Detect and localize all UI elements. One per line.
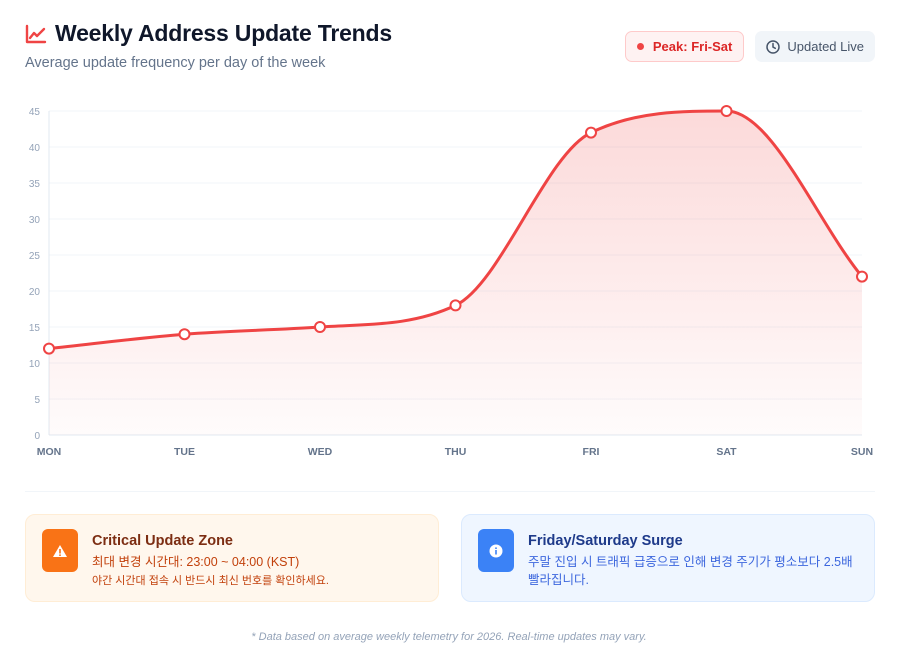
y-tick-label: 15: [29, 323, 41, 334]
card-text: 최대 변경 시간대: 23:00 ~ 04:00 (KST): [92, 555, 300, 569]
data-point[interactable]: [856, 270, 868, 283]
clock-icon: [766, 39, 781, 54]
x-tick-label: MON: [37, 446, 62, 458]
surge-card: Friday/Saturday Surge 주말 진입 시 트래픽 급증으로 인…: [461, 514, 875, 602]
data-point[interactable]: [178, 328, 191, 341]
y-tick-label: 10: [29, 359, 41, 370]
trending-up-icon: [25, 23, 47, 45]
y-tick-label: 25: [29, 251, 41, 262]
peak-badge-label: Peak: Fri-Sat: [652, 39, 733, 54]
live-badge: Updated Live: [755, 31, 875, 62]
line-chart: 0 5 10 15 20 25 30 35 40 45 MON TUE WED THU FRI SAT SUN: [29, 105, 873, 458]
warning-icon: [42, 529, 78, 572]
info-icon: [478, 529, 514, 572]
x-tick-label: FRI: [583, 446, 600, 458]
area-fill: [49, 111, 862, 435]
x-tick-label: TUE: [174, 446, 195, 458]
card-note: 야간 시간대 접속 시 반드시 최신 번호를 확인하세요.: [92, 575, 329, 588]
divider: [25, 491, 875, 492]
header: Weekly Address Update Trends Average upd…: [25, 20, 875, 80]
x-tick-label: SAT: [716, 446, 737, 458]
y-tick-label: 5: [34, 395, 40, 406]
page-subtitle: Average update frequency per day of the …: [25, 55, 326, 71]
y-tick-label: 30: [29, 215, 41, 226]
critical-zone-card: Critical Update Zone 최대 변경 시간대: 23:00 ~ …: [25, 514, 439, 602]
y-tick-label: 0: [34, 431, 40, 442]
data-point[interactable]: [585, 126, 597, 139]
x-tick-label: SUN: [851, 446, 873, 458]
status-dot-icon: [636, 43, 644, 50]
card-title: Friday/Saturday Surge: [528, 533, 683, 549]
y-tick-label: 20: [29, 287, 41, 298]
card-text: 주말 진입 시 트래픽 급증으로 인해 변경 주기가 평소보다 2.5배 빨라집…: [528, 555, 853, 588]
peak-badge: Peak: Fri-Sat: [624, 31, 745, 62]
x-tick-label: THU: [445, 446, 467, 458]
y-tick-label: 35: [29, 179, 41, 190]
y-tick-label: 40: [29, 143, 41, 154]
data-point[interactable]: [43, 342, 55, 355]
data-point[interactable]: [314, 321, 326, 333]
data-point[interactable]: [449, 299, 462, 312]
x-tick-label: WED: [308, 446, 333, 458]
page-title: Weekly Address Update Trends: [55, 20, 392, 46]
card-title: Critical Update Zone: [92, 533, 233, 549]
footnote: * Data based on average weekly telemetry…: [251, 631, 647, 643]
data-point[interactable]: [720, 105, 733, 117]
live-badge-label: Updated Live: [787, 39, 864, 54]
y-tick-label: 45: [29, 107, 41, 118]
